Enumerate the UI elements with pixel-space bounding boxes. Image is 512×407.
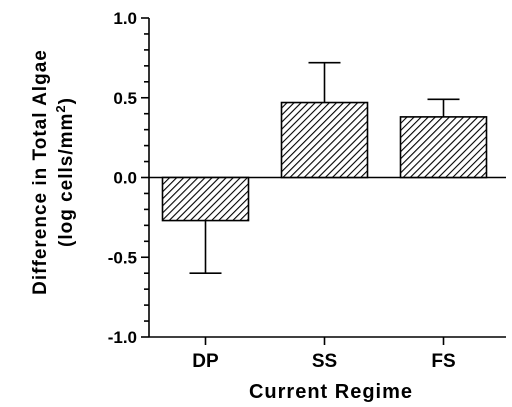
y-axis-title: Difference in Total Algae [30, 49, 51, 295]
y-tick-label: 0.0 [113, 169, 137, 188]
y-tick-label: 0.5 [113, 89, 137, 108]
x-axis-title: Current Regime [249, 381, 413, 403]
bar-fs [399, 116, 488, 179]
y-tick-label: -0.5 [108, 248, 137, 267]
x-tick-label-fs: FS [431, 351, 455, 372]
y-axis-unit: (log cells/mm2) [53, 97, 77, 247]
y-tick-label: 1.0 [113, 9, 137, 28]
y-axis-unit-close: ) [56, 97, 77, 104]
y-axis-unit-text: (log cells/mm [56, 113, 77, 247]
x-tick-label-dp: DP [192, 351, 219, 372]
y-axis-unit-superscript: 2 [53, 104, 68, 112]
bar-dp [161, 176, 250, 222]
y-tick-label: -1.0 [108, 328, 137, 347]
plot-area: 1.0 0.5 0.0 -0.5 -1.0 DP SS FS [108, 9, 506, 372]
bar-ss [280, 101, 369, 179]
x-tick-label-ss: SS [312, 351, 337, 372]
